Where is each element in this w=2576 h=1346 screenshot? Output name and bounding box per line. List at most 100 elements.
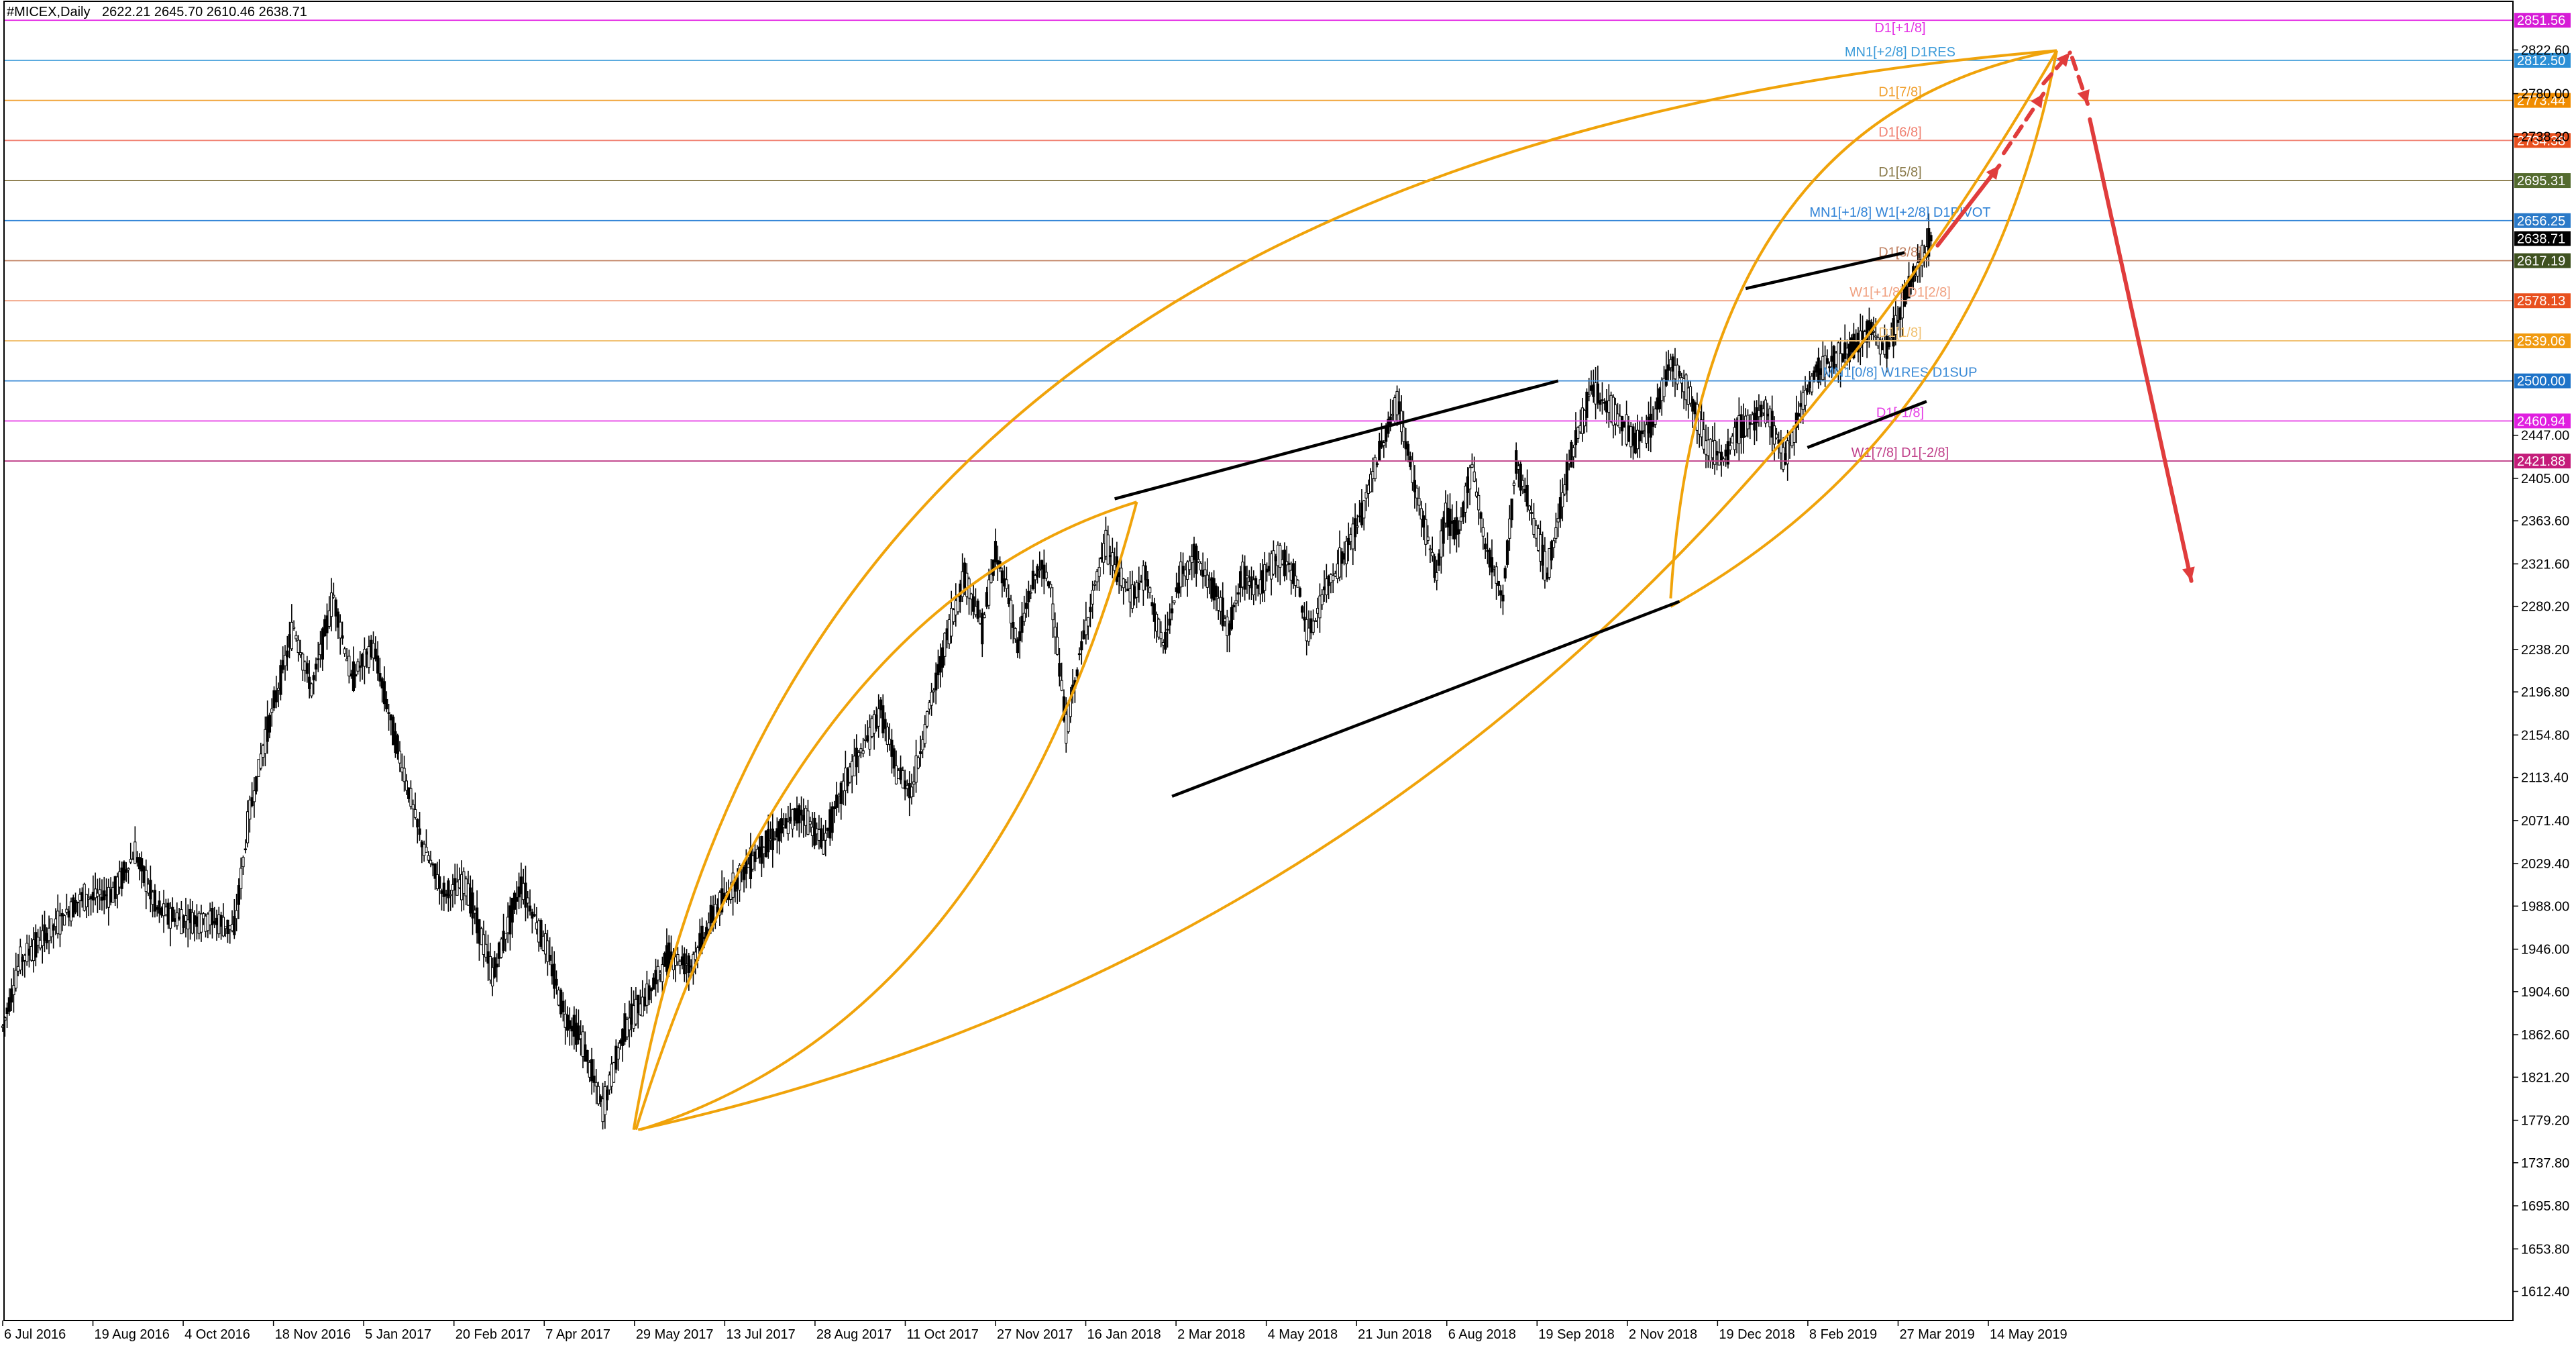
candle-body	[434, 864, 436, 878]
x-tick-label: 19 Aug 2016	[95, 1327, 170, 1342]
candle-body	[1103, 543, 1105, 562]
candle-body	[1105, 530, 1107, 556]
candle-body	[72, 898, 74, 917]
candle-body	[1521, 480, 1523, 486]
candle-body	[932, 690, 934, 692]
candle-body	[937, 664, 939, 675]
candle-body	[1670, 360, 1672, 368]
candle-body	[1608, 401, 1610, 412]
candle-body	[1646, 425, 1648, 444]
candle-body	[134, 842, 136, 864]
candle-body	[1348, 538, 1350, 544]
y-tick-label: 2280.20	[2521, 600, 2569, 615]
candle-body	[1636, 430, 1638, 449]
candle-body	[231, 925, 233, 931]
y-tick-label: 2071.40	[2521, 814, 2569, 829]
candle-body	[573, 1015, 575, 1037]
candle-body	[1420, 509, 1422, 519]
candle-body	[1363, 501, 1365, 518]
x-tick-label: 8 Feb 2019	[1809, 1327, 1877, 1342]
candle-body	[1888, 343, 1890, 347]
candle-body	[1899, 308, 1901, 320]
candle-body	[1718, 453, 1720, 465]
candle-body	[769, 839, 771, 841]
candle-body	[915, 756, 917, 782]
candle-body	[1120, 568, 1122, 586]
candle-body	[313, 676, 315, 680]
candle-body	[1254, 578, 1256, 585]
candle-body	[1590, 386, 1592, 391]
candle-body	[414, 809, 416, 817]
candle-body	[1350, 534, 1352, 541]
candle-body	[1358, 516, 1360, 517]
candle-body	[1010, 600, 1012, 623]
candle-body	[1065, 715, 1067, 743]
candle-body	[253, 791, 255, 802]
candle-body	[1218, 599, 1220, 611]
candle-body	[820, 829, 822, 847]
candle-body	[555, 979, 557, 985]
x-tick-label: 2 Mar 2018	[1177, 1327, 1245, 1342]
candle-body	[553, 964, 555, 988]
candle-body	[900, 768, 902, 780]
candle-body	[1535, 525, 1537, 538]
candle-body	[708, 923, 710, 929]
candle-body	[754, 852, 756, 862]
candle-body	[1485, 544, 1487, 549]
candle-body	[1244, 566, 1246, 589]
candle-body	[189, 909, 191, 923]
candle-body	[1601, 400, 1603, 401]
candle-body	[1114, 564, 1116, 570]
candle-body	[686, 964, 688, 966]
candle-body	[1733, 427, 1735, 450]
candle-body	[604, 1086, 606, 1115]
candle-body	[1268, 566, 1270, 571]
candle-body	[922, 739, 924, 749]
candle-body	[527, 898, 529, 903]
candle-body	[588, 1062, 590, 1077]
candle-body	[562, 1001, 564, 1012]
candle-body	[1678, 372, 1680, 376]
candle-body	[626, 1019, 628, 1037]
level-label: D1[5/8]	[1878, 165, 1921, 180]
candle-body	[1689, 386, 1691, 403]
candle-body	[851, 762, 853, 776]
y-tick-label: 1612.40	[2521, 1285, 2569, 1300]
candle-body	[242, 858, 244, 867]
candle-body	[838, 795, 840, 796]
y-tick-label: 1862.60	[2521, 1028, 2569, 1043]
candle-body	[205, 916, 207, 931]
candle-body	[147, 884, 149, 893]
candle-body	[1711, 442, 1713, 458]
candle-body	[902, 770, 904, 788]
candle-body	[297, 640, 299, 652]
candle-body	[650, 988, 652, 991]
candle-body	[1897, 320, 1899, 322]
candle-body	[246, 812, 248, 843]
candle-body	[1548, 548, 1550, 577]
candle-body	[1595, 382, 1597, 404]
candle-body	[1109, 556, 1111, 557]
candle-body	[1625, 415, 1627, 444]
candle-body	[309, 677, 311, 688]
candle-body	[523, 884, 525, 900]
candle-body	[1036, 566, 1038, 577]
symbol-label: #MICEX,Daily 2622.21 2645.70 2610.46 263…	[7, 5, 307, 19]
candle-body	[95, 889, 97, 898]
candle-body	[1826, 358, 1828, 363]
candle-body	[891, 740, 893, 756]
candle-body	[653, 978, 655, 989]
candle-body	[734, 882, 736, 891]
candle-body	[1246, 576, 1248, 578]
candle-body	[1208, 579, 1210, 580]
candle-body	[436, 874, 438, 888]
candle-body	[1370, 474, 1372, 492]
candle-body	[1169, 619, 1171, 625]
candle-body	[1222, 598, 1224, 626]
candle-body	[1815, 365, 1817, 372]
candle-body	[798, 806, 800, 823]
candle-body	[79, 894, 81, 900]
x-tick-label: 16 Jan 2018	[1087, 1327, 1161, 1342]
channel-line	[1807, 401, 1927, 448]
candle-body	[710, 905, 712, 923]
